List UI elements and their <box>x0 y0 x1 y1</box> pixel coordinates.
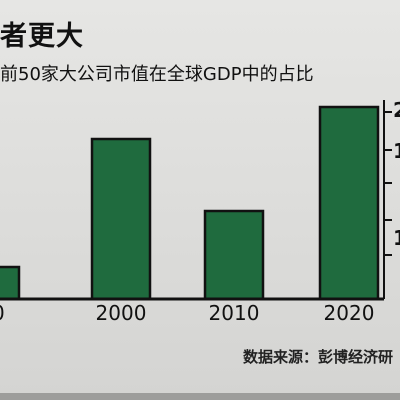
bar-2010 <box>203 209 265 301</box>
y-tick-label: 2 <box>393 98 400 122</box>
bar-1990 <box>0 265 21 301</box>
x-tick-label-2010: 2010 <box>209 301 260 325</box>
x-tick-label-1990: 90 <box>0 301 5 325</box>
bar-2020 <box>318 105 380 301</box>
y-tick-label: 1 <box>393 226 400 250</box>
x-tick-label-2000: 2000 <box>96 301 147 325</box>
chart-subtitle: 前50家大公司市值在全球GDP中的占比 <box>0 64 314 85</box>
y-tick-label: 1 <box>393 139 400 163</box>
data-source-note: 数据来源：彭博经济研 <box>243 348 394 366</box>
x-tick-label-2020: 2020 <box>324 301 375 325</box>
chart-title: 者更大 <box>0 21 84 52</box>
page-edge <box>0 393 400 400</box>
bar-2000 <box>90 137 152 301</box>
